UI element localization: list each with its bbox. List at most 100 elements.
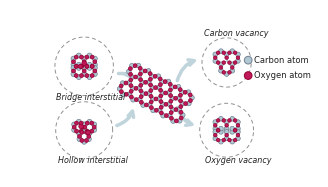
- Circle shape: [82, 62, 87, 67]
- Circle shape: [131, 97, 135, 102]
- Circle shape: [170, 116, 173, 120]
- Circle shape: [71, 62, 76, 67]
- Circle shape: [219, 68, 223, 73]
- Circle shape: [119, 84, 123, 88]
- Circle shape: [216, 119, 220, 122]
- Circle shape: [90, 64, 94, 68]
- Circle shape: [129, 84, 133, 88]
- Circle shape: [224, 126, 229, 131]
- Circle shape: [214, 133, 217, 137]
- Circle shape: [77, 137, 82, 142]
- Circle shape: [228, 71, 231, 74]
- Circle shape: [76, 53, 81, 58]
- Circle shape: [236, 120, 240, 124]
- Circle shape: [167, 113, 172, 118]
- Circle shape: [92, 56, 97, 61]
- Circle shape: [219, 49, 223, 53]
- Circle shape: [163, 80, 167, 84]
- Circle shape: [158, 77, 162, 81]
- Circle shape: [236, 133, 240, 137]
- Circle shape: [129, 72, 133, 76]
- Circle shape: [236, 126, 240, 131]
- Circle shape: [93, 60, 97, 64]
- Circle shape: [92, 127, 97, 132]
- Circle shape: [214, 56, 217, 59]
- Circle shape: [244, 56, 252, 64]
- Circle shape: [117, 87, 122, 91]
- Circle shape: [225, 133, 228, 137]
- Circle shape: [233, 119, 237, 122]
- Circle shape: [230, 49, 235, 53]
- Circle shape: [233, 128, 237, 132]
- Circle shape: [149, 100, 153, 104]
- Circle shape: [169, 111, 173, 114]
- Circle shape: [233, 61, 237, 64]
- Circle shape: [80, 55, 83, 59]
- Circle shape: [179, 99, 182, 103]
- Circle shape: [219, 139, 223, 144]
- Circle shape: [82, 125, 85, 129]
- Text: Oxygen atom: Oxygen atom: [254, 71, 311, 80]
- Circle shape: [71, 65, 76, 70]
- Circle shape: [224, 120, 229, 124]
- Circle shape: [213, 120, 217, 124]
- Circle shape: [85, 131, 89, 134]
- Circle shape: [228, 51, 231, 55]
- Text: Hollow interstitial: Hollow interstitial: [58, 156, 128, 165]
- Circle shape: [230, 126, 235, 131]
- Circle shape: [72, 60, 75, 64]
- Circle shape: [151, 108, 155, 113]
- Circle shape: [147, 91, 152, 96]
- Circle shape: [169, 105, 173, 109]
- Circle shape: [133, 75, 137, 79]
- Circle shape: [159, 111, 163, 115]
- Circle shape: [174, 96, 177, 100]
- Circle shape: [176, 96, 181, 100]
- Circle shape: [216, 51, 220, 55]
- Circle shape: [222, 119, 226, 122]
- Circle shape: [134, 98, 138, 102]
- Circle shape: [174, 108, 178, 111]
- Circle shape: [224, 130, 229, 134]
- Circle shape: [176, 85, 181, 89]
- Circle shape: [159, 105, 163, 109]
- Circle shape: [85, 121, 89, 125]
- Circle shape: [189, 99, 192, 102]
- Circle shape: [139, 83, 143, 87]
- Circle shape: [219, 130, 223, 134]
- Circle shape: [187, 101, 191, 106]
- Circle shape: [92, 62, 97, 67]
- Circle shape: [92, 122, 97, 127]
- Circle shape: [233, 138, 237, 142]
- Circle shape: [148, 72, 152, 76]
- Circle shape: [222, 71, 226, 74]
- Circle shape: [74, 64, 78, 68]
- Circle shape: [71, 56, 76, 61]
- Circle shape: [236, 56, 240, 59]
- Circle shape: [140, 91, 145, 96]
- Circle shape: [82, 127, 87, 132]
- Circle shape: [87, 134, 91, 138]
- Circle shape: [130, 95, 133, 99]
- Circle shape: [219, 62, 223, 67]
- Circle shape: [72, 122, 77, 127]
- Circle shape: [85, 64, 89, 68]
- Circle shape: [144, 92, 148, 96]
- Circle shape: [222, 51, 226, 55]
- Circle shape: [90, 55, 94, 59]
- Circle shape: [236, 130, 240, 134]
- Circle shape: [143, 69, 147, 73]
- Circle shape: [236, 52, 240, 57]
- Circle shape: [87, 53, 92, 58]
- Circle shape: [127, 92, 132, 96]
- Circle shape: [147, 102, 152, 107]
- Circle shape: [222, 138, 226, 142]
- Circle shape: [230, 62, 235, 67]
- Circle shape: [216, 138, 220, 142]
- Circle shape: [74, 64, 78, 68]
- Circle shape: [82, 61, 87, 66]
- Circle shape: [124, 92, 128, 96]
- Text: Carbon vacancy: Carbon vacancy: [203, 29, 268, 38]
- Circle shape: [167, 102, 172, 106]
- Circle shape: [127, 81, 132, 85]
